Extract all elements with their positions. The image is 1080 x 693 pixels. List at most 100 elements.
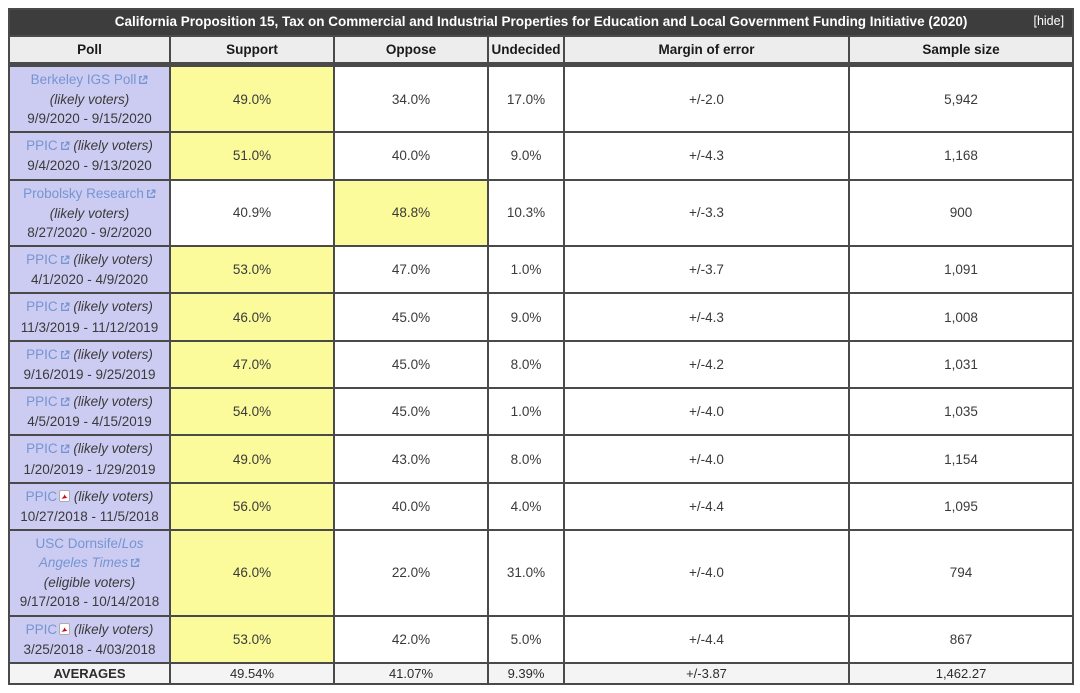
table-row: USC Dornsife/Los Angeles Times (eligible… [8,528,1075,617]
support-cell: 47.0% [169,339,335,390]
external-link-icon[interactable] [60,251,70,270]
poll-cell: PPIC (likely voters) 4/1/2020 - 4/9/2020 [8,245,171,295]
table-row: PPIC (likely voters) 1/20/2019 - 1/29/20… [8,434,1075,484]
averages-undecided: 9.39% [487,661,565,685]
averages-label: AVERAGES [8,661,171,685]
voter-type: (likely voters) [73,621,154,637]
support-cell: 51.0% [169,131,335,181]
poll-dates: 3/25/2018 - 4/03/2018 [23,641,156,657]
oppose-cell: 43.0% [333,434,489,484]
external-link-icon[interactable] [60,298,70,317]
col-header-support: Support [169,34,335,67]
sample-size-cell: 5,942 [847,63,1075,134]
poll-link[interactable]: Berkeley IGS Poll [30,71,137,87]
undecided-cell: 1.0% [487,245,565,295]
poll-link[interactable]: PPIC [25,621,58,637]
voter-type: (likely voters) [49,205,130,221]
support-cell: 46.0% [169,528,335,617]
margin-of-error-cell: +/-3.7 [563,245,850,295]
margin-of-error-cell: +/-4.2 [563,339,850,390]
table-row: PPIC (likely voters) 11/3/2019 - 11/12/2… [8,292,1075,342]
sample-size-cell: 1,008 [847,292,1075,342]
undecided-cell: 8.0% [487,434,565,484]
averages-margin-of-error: +/-3.87 [563,661,850,685]
poll-link[interactable]: USC Dornsife/Los Angeles Times [35,535,144,571]
poll-dates: 9/16/2019 - 9/25/2019 [23,366,156,382]
table-row: PPIC (likely voters) 9/16/2019 - 9/25/20… [8,339,1075,390]
pdf-icon[interactable] [59,488,71,507]
table-row: PPIC (likely voters) 4/5/2019 - 4/15/201… [8,387,1075,437]
voter-type: (likely voters) [73,299,153,315]
undecided-cell: 5.0% [487,614,565,664]
margin-of-error-cell: +/-4.3 [563,131,850,181]
column-header-row: Poll Support Oppose Undecided Margin of … [8,34,1075,67]
voter-type: (likely voters) [73,252,153,268]
poll-link[interactable]: PPIC [26,441,58,457]
undecided-cell: 4.0% [487,481,565,531]
poll-cell: PPIC (likely voters) 10/27/2018 - 11/5/2… [8,481,171,531]
poll-link[interactable]: PPIC [25,488,58,504]
poll-link[interactable]: PPIC [26,138,58,154]
support-cell: 49.0% [169,434,335,484]
undecided-cell: 1.0% [487,387,565,437]
external-link-icon[interactable] [60,393,70,412]
col-header-sample-size: Sample size [847,34,1075,67]
oppose-cell: 45.0% [333,339,489,390]
sample-size-cell: 794 [847,528,1075,617]
oppose-cell: 45.0% [333,292,489,342]
sample-size-cell: 900 [847,178,1075,248]
external-link-icon[interactable] [60,440,70,459]
hide-toggle[interactable]: [hide] [1033,14,1065,29]
poll-rows: Berkeley IGS Poll (likely voters) 9/9/20… [8,63,1075,664]
poll-link[interactable]: PPIC [26,346,58,362]
voter-type: (likely voters) [73,394,153,410]
external-link-icon[interactable] [138,71,148,90]
external-link-icon[interactable] [60,346,70,365]
oppose-cell: 22.0% [333,528,489,617]
poll-dates: 10/27/2018 - 11/5/2018 [20,508,159,524]
external-link-icon[interactable] [146,185,156,204]
margin-of-error-cell: +/-3.3 [563,178,850,248]
pdf-icon[interactable] [59,621,71,640]
support-cell: 56.0% [169,481,335,531]
margin-of-error-cell: +/-4.3 [563,292,850,342]
voter-type: (likely voters) [73,488,154,504]
poll-dates: 9/9/2020 - 9/15/2020 [27,111,152,127]
external-link-icon[interactable] [130,554,140,573]
oppose-cell: 40.0% [333,481,489,531]
sample-size-cell: 1,154 [847,434,1075,484]
poll-link[interactable]: PPIC [26,252,58,268]
oppose-cell: 34.0% [333,63,489,134]
table-row: PPIC (likely voters) 10/27/2018 - 11/5/2… [8,481,1075,531]
oppose-cell: 48.8% [333,178,489,248]
poll-cell: PPIC (likely voters) 11/3/2019 - 11/12/2… [8,292,171,342]
sample-size-cell: 1,035 [847,387,1075,437]
margin-of-error-cell: +/-4.0 [563,434,850,484]
col-header-margin-of-error: Margin of error [563,34,850,67]
voter-type: (likely voters) [73,346,153,362]
col-header-undecided: Undecided [487,34,565,67]
margin-of-error-cell: +/-4.0 [563,528,850,617]
poll-cell: PPIC (likely voters) 3/25/2018 - 4/03/20… [8,614,171,664]
poll-cell: PPIC (likely voters) 1/20/2019 - 1/29/20… [8,434,171,484]
support-cell: 53.0% [169,614,335,664]
table-row: Berkeley IGS Poll (likely voters) 9/9/20… [8,63,1075,134]
oppose-cell: 47.0% [333,245,489,295]
poll-link[interactable]: Probolsky Research [23,185,144,201]
poll-cell: PPIC (likely voters) 9/4/2020 - 9/13/202… [8,131,171,181]
table-row: PPIC (likely voters) 4/1/2020 - 4/9/2020… [8,245,1075,295]
sample-size-cell: 1,168 [847,131,1075,181]
table-title: California Proposition 15, Tax on Commer… [114,14,968,29]
oppose-cell: 45.0% [333,387,489,437]
poll-link[interactable]: PPIC [26,299,58,315]
table-row: Probolsky Research (likely voters) 8/27/… [8,178,1075,248]
polls-table: California Proposition 15, Tax on Commer… [7,8,1075,685]
undecided-cell: 31.0% [487,528,565,617]
sample-size-cell: 1,091 [847,245,1075,295]
margin-of-error-cell: +/-2.0 [563,63,850,134]
title-row: California Proposition 15, Tax on Commer… [7,8,1075,37]
margin-of-error-cell: +/-4.4 [563,481,850,531]
external-link-icon[interactable] [60,137,70,156]
poll-link[interactable]: PPIC [26,394,58,410]
